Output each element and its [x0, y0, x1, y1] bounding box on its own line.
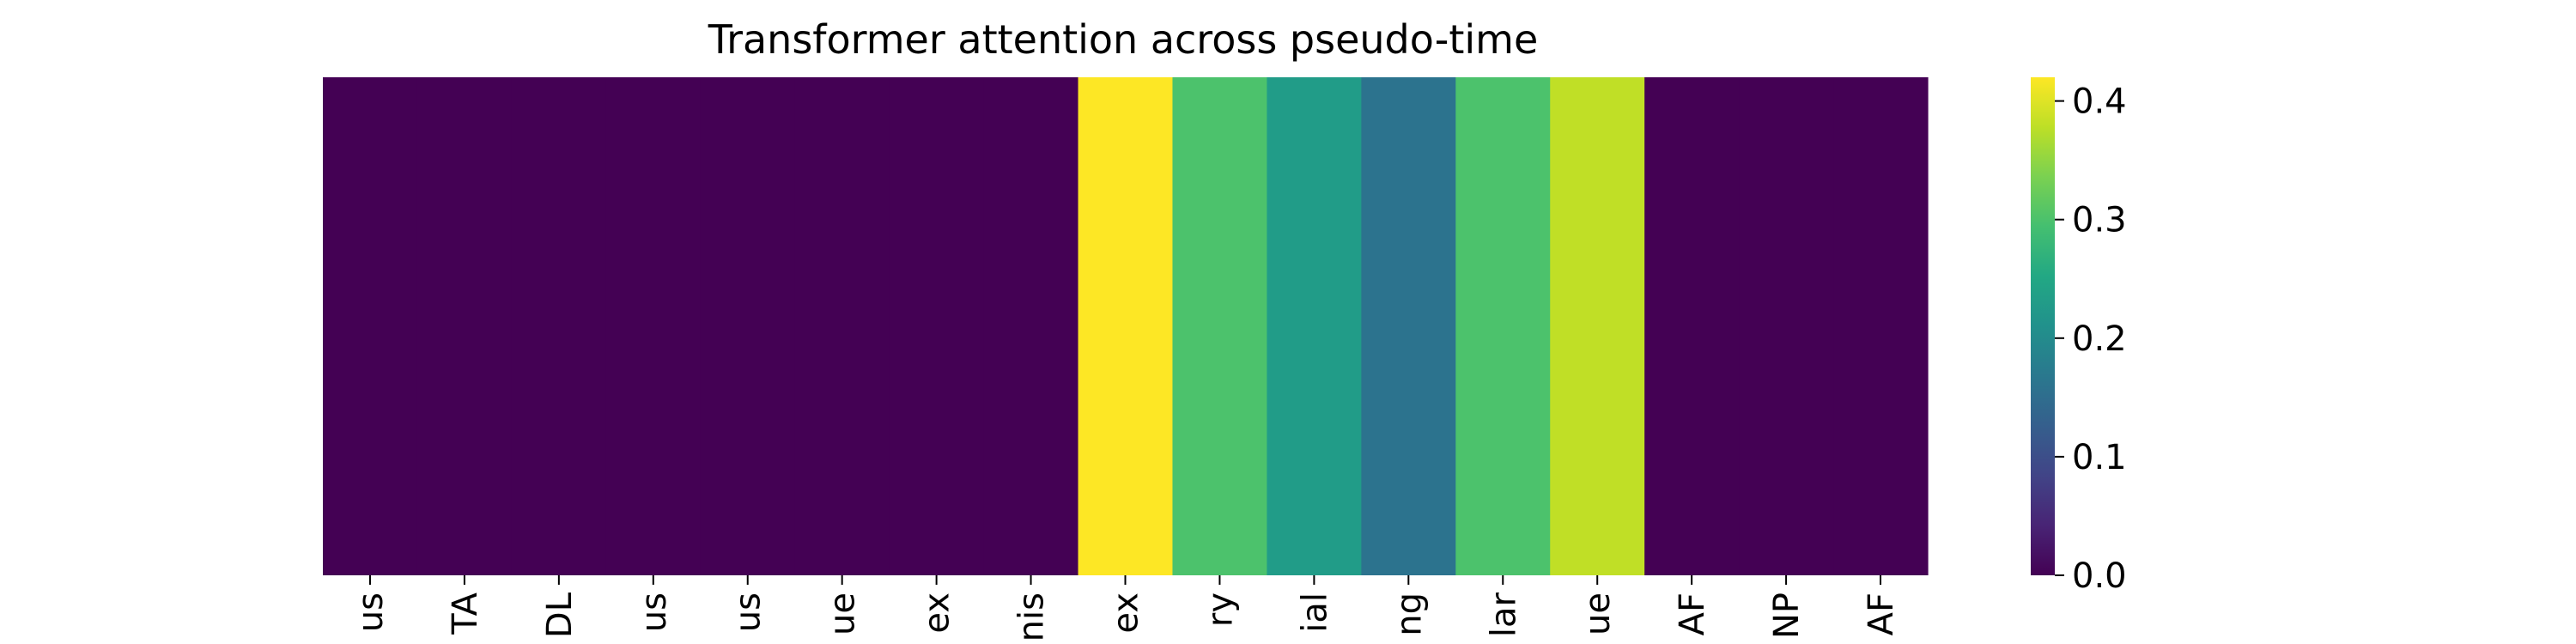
colorbar-tick-label: 0.4 [2072, 82, 2127, 122]
heatmap-cells [323, 77, 1929, 575]
heatmap-cell [700, 77, 796, 575]
x-axis-ticks: us TA DL us us ue ex nis ex ry ial ng lar ue AF NP AF [351, 575, 1901, 641]
heatmap-cell [323, 77, 418, 575]
x-tick-label: us [729, 592, 769, 632]
heatmap-cell [1833, 77, 1929, 575]
x-tick-label: NP [1767, 592, 1807, 639]
heatmap-cell [511, 77, 607, 575]
heatmap-cell [1078, 77, 1174, 575]
heatmap-cell [983, 77, 1079, 575]
chart-title: Transformer attention across pseudo-time [708, 16, 1539, 63]
x-tick-label: TA [446, 592, 485, 635]
x-tick-label: lar [1484, 592, 1523, 637]
x-tick-label: ue [1578, 592, 1618, 635]
x-tick-label: ry [1200, 592, 1240, 627]
x-tick-label: ng [1389, 592, 1429, 636]
x-tick-label: ial [1295, 592, 1334, 633]
heatmap-cell [794, 77, 890, 575]
x-tick-label: ex [918, 592, 957, 634]
heatmap-cell [416, 77, 513, 575]
x-tick-label: us [635, 592, 674, 632]
colorbar-tick-label: 0.3 [2072, 201, 2127, 240]
heatmap-cell [1739, 77, 1834, 575]
heatmap-cell [1361, 77, 1456, 575]
x-tick-label: AF [1673, 592, 1712, 635]
x-tick-label: ue [823, 592, 863, 635]
colorbar-tick-label: 0.2 [2072, 319, 2127, 359]
heatmap-cell [1172, 77, 1268, 575]
colorbar: 0.0 0.1 0.2 0.3 0.4 [2031, 77, 2127, 596]
x-tick-label: ex [1107, 592, 1146, 634]
heatmap-cell [1550, 77, 1645, 575]
x-tick-label: nis [1012, 592, 1052, 641]
x-tick-label: AF [1862, 592, 1901, 635]
x-tick-label: us [351, 592, 391, 632]
heatmap-cell [1455, 77, 1551, 575]
heatmap-cell [889, 77, 985, 575]
x-tick-label: DL [540, 592, 580, 638]
colorbar-tick-label: 0.0 [2072, 556, 2127, 596]
heatmap-cell [1267, 77, 1362, 575]
colorbar-tick-label: 0.1 [2072, 438, 2127, 477]
heatmap-cell [605, 77, 702, 575]
heatmap-cell [1644, 77, 1740, 575]
colorbar-gradient [2031, 77, 2055, 575]
